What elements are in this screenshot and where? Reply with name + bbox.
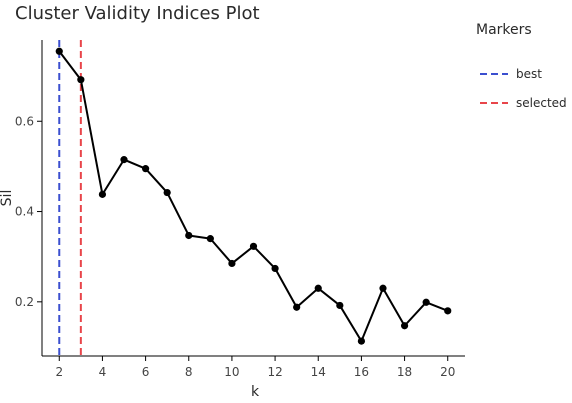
data-point-k11: [249, 242, 258, 250]
data-point-k15: [336, 301, 344, 310]
data-point-k7: [163, 188, 171, 197]
legend-title: Markers: [476, 22, 532, 38]
x-tick-label: 2: [55, 365, 63, 379]
y-axis-label: Sil: [0, 190, 15, 207]
x-tick-label: 20: [440, 365, 455, 379]
data-point-k20: [444, 307, 452, 315]
x-tick-label: 14: [311, 365, 326, 379]
chart-title: Cluster Validity Indices Plot: [15, 3, 260, 24]
x-tick-label: 6: [142, 365, 150, 379]
data-point-k10: [228, 259, 236, 268]
x-tick-label: 4: [99, 365, 107, 379]
legend: Markers best selected: [476, 22, 567, 110]
x-tick-label: 8: [185, 365, 193, 379]
x-tick-label: 12: [267, 365, 282, 379]
data-point-k2: [55, 47, 63, 55]
legend-label-selected: selected: [516, 96, 567, 110]
x-tick-label: 16: [354, 365, 369, 379]
data-point-k4: [98, 190, 107, 198]
data-point-k5: [120, 156, 128, 164]
series-line-0: [58, 50, 449, 343]
data-point-k8: [185, 231, 193, 240]
data-point-k3: [77, 76, 85, 84]
data-point-k19: [422, 298, 430, 306]
data-point-k16: [357, 337, 366, 345]
y-tick-label: 0.4: [15, 205, 34, 219]
data-point-k12: [271, 264, 279, 273]
y-tick-label: 0.2: [15, 295, 34, 309]
data-point-k13: [293, 303, 301, 311]
x-tick-label: 18: [397, 365, 412, 379]
data-point-k6: [141, 165, 150, 173]
legend-label-best: best: [516, 67, 542, 81]
x-axis-label: k: [251, 384, 260, 400]
y-tick-label: 0.6: [15, 114, 34, 128]
data-point-k18: [400, 322, 409, 330]
x-tick-label: 10: [224, 365, 239, 379]
data-point-k9: [206, 235, 214, 243]
data-point-k17: [379, 284, 387, 292]
data-point-k14: [314, 284, 322, 292]
